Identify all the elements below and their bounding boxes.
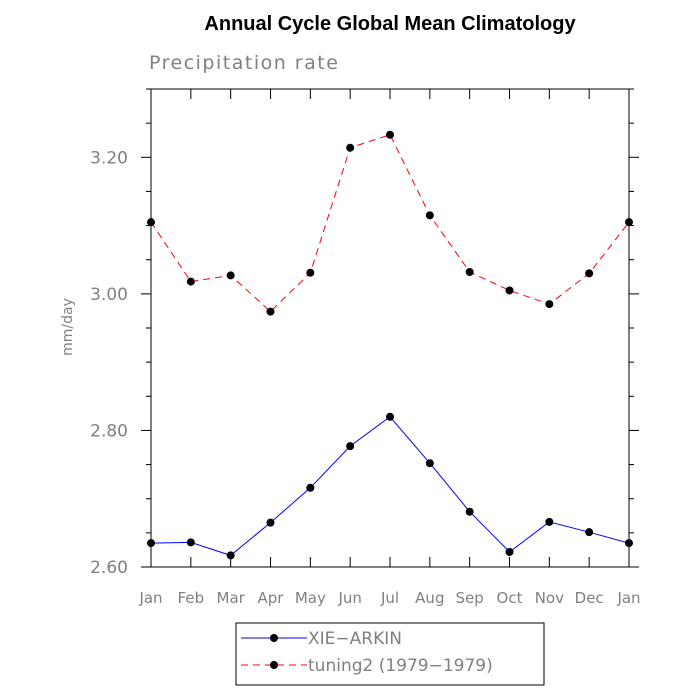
data-point xyxy=(545,517,554,526)
y-tick-label: 3.20 xyxy=(90,148,128,168)
series-layer xyxy=(147,130,633,560)
y-tick-label: 3.00 xyxy=(90,285,128,305)
data-point xyxy=(545,300,554,309)
series-line xyxy=(150,134,630,313)
data-point xyxy=(625,218,633,227)
data-point xyxy=(386,412,394,421)
data-point xyxy=(306,268,315,277)
x-tick-label: Nov xyxy=(535,589,564,607)
data-point xyxy=(425,459,434,468)
data-point xyxy=(585,269,594,278)
data-point xyxy=(425,211,434,220)
data-point xyxy=(505,286,514,295)
data-point xyxy=(625,539,633,548)
x-tick-label: Aug xyxy=(415,589,444,607)
data-point xyxy=(386,130,394,139)
legend-marker xyxy=(270,661,278,669)
x-tick-label: Jun xyxy=(337,589,361,607)
x-tick-label: Feb xyxy=(178,589,205,607)
data-point xyxy=(346,143,355,152)
legend-label: XIE−ARKIN xyxy=(308,629,402,649)
x-tick-label: Jan xyxy=(616,589,640,607)
data-point xyxy=(266,307,275,316)
legend-box xyxy=(235,622,545,686)
data-point xyxy=(505,547,514,556)
data-point xyxy=(266,518,275,527)
data-point xyxy=(346,442,355,451)
x-tick-label: Jan xyxy=(138,589,162,607)
x-tick-label: Oct xyxy=(497,589,523,607)
data-point xyxy=(186,277,195,286)
series-line xyxy=(150,416,630,556)
data-point xyxy=(226,271,235,280)
x-tick-label: Mar xyxy=(217,589,246,607)
y-tick-label: 2.60 xyxy=(90,558,128,578)
legend-label: tuning2 (1979−1979) xyxy=(308,656,493,676)
x-tick-label: Apr xyxy=(258,589,285,607)
data-point xyxy=(465,268,474,277)
x-tick-label: May xyxy=(295,589,326,607)
legend-marker xyxy=(270,634,278,642)
data-point xyxy=(465,507,474,516)
y-tick-label: 2.80 xyxy=(90,421,128,441)
data-point xyxy=(585,528,594,537)
plot-frame xyxy=(150,88,630,568)
legend: XIE−ARKIN tuning2 (1979−1979) xyxy=(235,622,545,686)
data-point xyxy=(306,483,315,492)
x-tick-label: Dec xyxy=(575,589,604,607)
data-point xyxy=(226,551,235,560)
axis-ticks: Jan Feb Mar Apr May Jun Jul Aug Sep Oct Nov Dec Jan 2… xyxy=(90,88,641,607)
chart-subtitle: Precipitation rate xyxy=(149,52,339,74)
data-point xyxy=(147,539,155,548)
chart-title: Annual Cycle Global Mean Climatology xyxy=(204,13,576,35)
x-tick-label: Jul xyxy=(380,589,399,607)
data-point xyxy=(147,218,155,227)
x-tick-label: Sep xyxy=(456,589,484,607)
data-point xyxy=(186,538,195,547)
y-axis-label: mm/day xyxy=(60,298,76,356)
